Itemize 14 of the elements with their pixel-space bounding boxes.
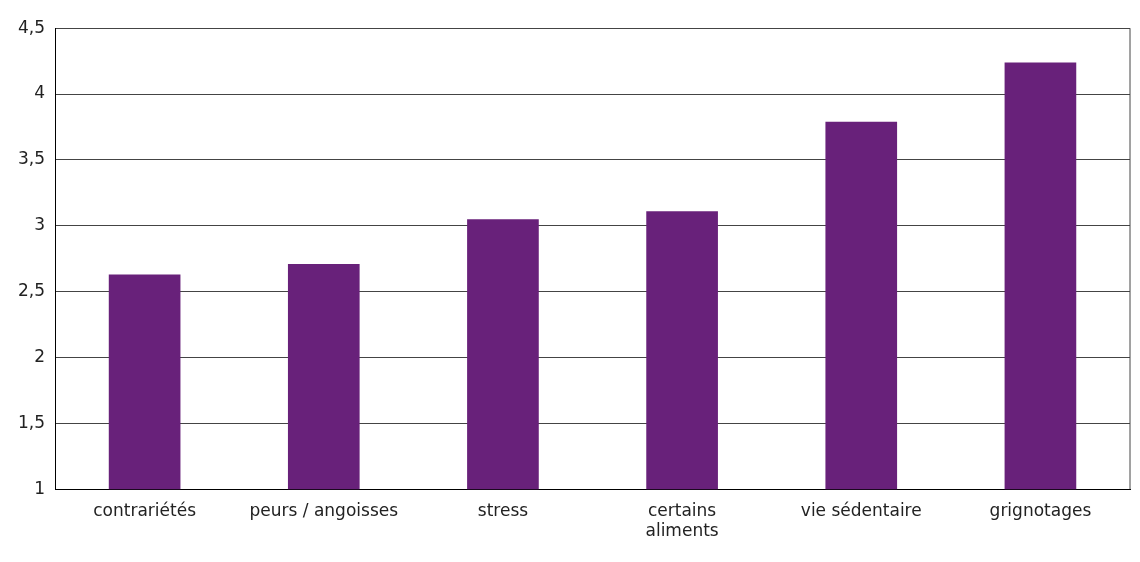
x-tick-label: grignotages: [989, 499, 1092, 520]
x-tick-label: contrariétés: [93, 499, 197, 520]
x-tick-label: certains aliments: [645, 499, 719, 541]
y-tick-label: 4: [34, 82, 46, 103]
y-tick-label: 4,5: [17, 16, 46, 37]
y-tick-label: 1: [34, 477, 46, 498]
y-tick-label: 2: [34, 345, 46, 366]
x-tick-label: peurs / angoisses: [249, 499, 399, 520]
y-tick-label: 1,5: [17, 411, 46, 432]
y-tick-label: 2,5: [17, 280, 46, 301]
x-tick-label: stress: [477, 499, 529, 520]
y-tick-label: 3: [34, 214, 46, 235]
x-tick-label: vie sédentaire: [800, 499, 922, 520]
y-tick-label: 3,5: [17, 148, 46, 169]
